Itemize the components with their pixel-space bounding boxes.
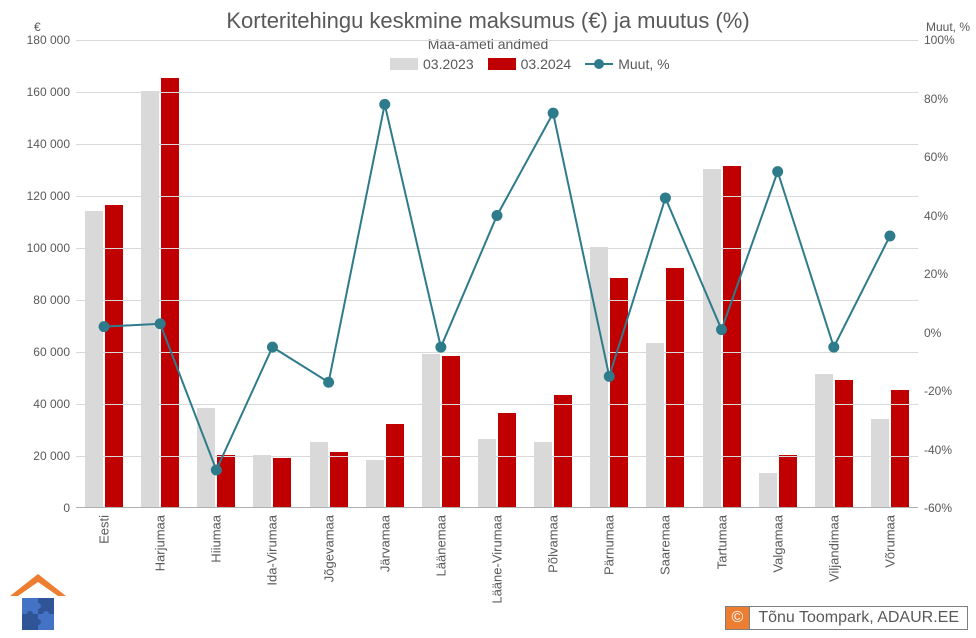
line-marker-point [155,319,165,329]
legend-item-series2: 03.2024 [488,56,572,72]
brand-logo [6,572,70,632]
line-path [104,104,890,470]
line-marker-point [267,342,277,352]
legend-item-series3: Muut, % [585,56,669,72]
category-label: Ida-Virumaa [265,515,280,586]
category-label: Eesti [97,515,112,544]
y-tick-left: 120 000 [27,189,70,203]
line-marker-point [773,167,783,177]
line-series [76,40,918,508]
line-marker-point [380,99,390,109]
category-label: Saaremaa [658,515,673,575]
plot-area: EestiHarjumaaHiiumaaIda-VirumaaJõgevamaa… [76,40,918,508]
y-tick-right: -40% [924,443,952,457]
legend-item-series1: 03.2023 [390,56,474,72]
y-tick-right: 100% [924,33,955,47]
y-tick-right: -60% [924,501,952,515]
legend: 03.2023 03.2024 Muut, % [390,56,670,72]
line-marker-point [324,377,334,387]
y-tick-left: 160 000 [27,85,70,99]
attribution: © Tõnu Toompark, ADAUR.EE [725,606,968,630]
line-marker-point [211,465,221,475]
category-label: Viljandimaa [826,515,841,582]
y-tick-left: 0 [63,501,70,515]
y-axis-right-label: Muut, % [926,20,970,34]
y-tick-right: 60% [924,150,948,164]
legend-line-marker [585,58,613,70]
line-marker-point [99,322,109,332]
y-tick-left: 100 000 [27,241,70,255]
category-label: Läänemaa [433,515,448,576]
category-label: Harjumaa [153,515,168,571]
legend-label-1: 03.2023 [423,56,474,72]
legend-swatch-1 [390,58,418,70]
y-axis-left-label: € [34,20,41,34]
category-label: Pärnumaa [602,515,617,575]
line-marker-point [492,211,502,221]
y-tick-left: 140 000 [27,137,70,151]
y-tick-right: 80% [924,92,948,106]
y-tick-left: 80 000 [33,293,70,307]
category-label: Hiiumaa [209,515,224,563]
chart-container: Korteritehingu keskmine maksumus (€) ja … [0,0,976,638]
y-tick-left: 60 000 [33,345,70,359]
chart-title: Korteritehingu keskmine maksumus (€) ja … [0,8,976,34]
category-label: Valgamaa [770,515,785,573]
line-marker-point [548,108,558,118]
y-tick-right: 40% [924,209,948,223]
line-marker-point [604,371,614,381]
category-label: Põlvamaa [546,515,561,573]
line-marker-point [717,325,727,335]
category-label: Võrumaa [883,515,898,568]
line-marker-point [829,342,839,352]
copyright-icon: © [725,606,750,630]
line-marker-point [885,231,895,241]
y-tick-right: 20% [924,267,948,281]
category-label: Tartumaa [714,515,729,569]
y-tick-right: 0% [924,326,941,340]
y-tick-left: 20 000 [33,449,70,463]
legend-swatch-2 [488,58,516,70]
category-label: Jõgevamaa [321,515,336,582]
y-tick-right: -20% [924,384,952,398]
line-marker-point [660,193,670,203]
y-tick-left: 180 000 [27,33,70,47]
legend-label-2: 03.2024 [521,56,572,72]
y-tick-left: 40 000 [33,397,70,411]
category-label: Lääne-Virumaa [490,515,505,604]
line-marker-point [436,342,446,352]
category-label: Järvamaa [377,515,392,572]
legend-label-3: Muut, % [618,56,669,72]
attribution-text: Tõnu Toompark, ADAUR.EE [749,606,968,630]
